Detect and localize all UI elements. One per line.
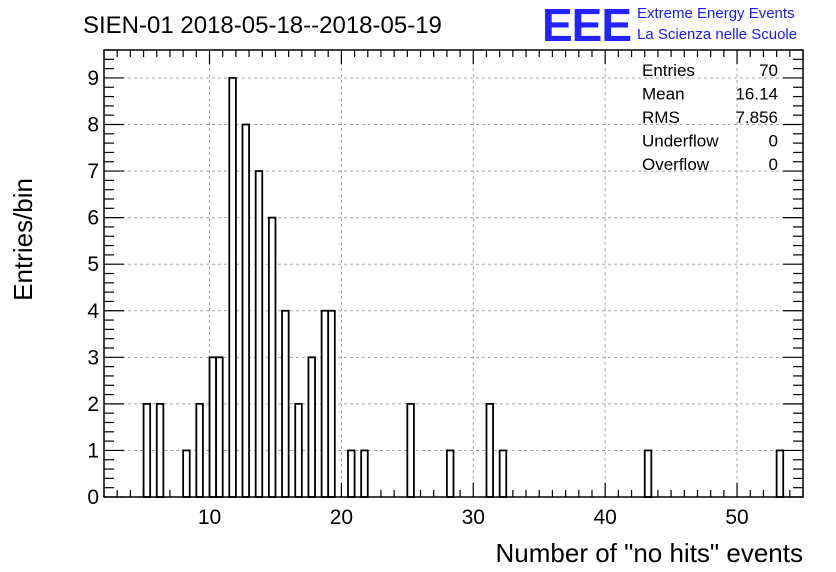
stat-label: Mean	[642, 85, 685, 104]
y-tick-label: 7	[87, 160, 99, 183]
histogram-bar	[267, 216, 277, 498]
y-tick-label: 8	[87, 114, 99, 137]
tick-labels: 10 20 30 40 50 0 1 2 3 4 5 6 7 8 9	[87, 67, 748, 529]
eee-logo: EEE Extreme Energy Events La Scienza nel…	[542, 0, 797, 51]
stat-value: 0	[769, 155, 778, 174]
histogram-bar	[320, 309, 330, 498]
y-tick-label: 4	[87, 300, 99, 323]
histogram-bar	[182, 449, 191, 498]
x-tick-label: 40	[593, 506, 616, 529]
y-tick-label: 5	[87, 253, 99, 276]
x-axis-label: Number of "no hits" events	[496, 538, 804, 568]
x-tick-label: 10	[198, 506, 221, 529]
stat-label: Overflow	[642, 155, 710, 174]
histogram-bar	[208, 356, 218, 498]
x-tick-label: 50	[725, 506, 748, 529]
histogram-bar	[327, 309, 336, 498]
histogram-bar	[254, 170, 264, 498]
stat-label: RMS	[642, 108, 680, 127]
histogram-bar	[241, 123, 250, 498]
stats-box: Entries 70 Mean 16.14 RMS 7.856 Underflow 0 Over…	[642, 61, 778, 174]
histogram-bar	[446, 449, 455, 498]
y-tick-label: 1	[87, 439, 99, 462]
y-tick-label: 0	[87, 486, 99, 509]
histogram-bar	[195, 402, 204, 498]
stat-value: 70	[759, 61, 778, 80]
histogram-bar	[281, 309, 290, 498]
histogram-bar	[485, 402, 494, 498]
stat-value: 16.14	[735, 85, 778, 104]
histogram-bar	[775, 449, 785, 498]
stat-label: Entries	[642, 61, 695, 80]
y-tick-label: 2	[87, 393, 99, 416]
eee-logo-line2: La Scienza nelle Scuole	[637, 26, 797, 43]
histogram-bar	[643, 449, 653, 498]
y-tick-label: 3	[87, 346, 99, 369]
histogram-bar	[307, 356, 316, 498]
stat-value: 0	[769, 132, 778, 151]
histogram-bar	[155, 402, 165, 498]
stat-value: 7.856	[735, 108, 778, 127]
y-tick-label: 9	[87, 67, 99, 90]
histogram-bar	[142, 402, 152, 498]
histogram-bar	[294, 402, 303, 498]
y-tick-label: 6	[87, 207, 99, 230]
histogram-bar	[360, 449, 369, 498]
histogram-bar	[406, 402, 415, 498]
histogram-bar	[347, 449, 356, 498]
y-axis-label: Entries/bin	[8, 178, 38, 301]
eee-logo-line1: Extreme Energy Events	[637, 5, 795, 22]
chart-title: SIEN-01 2018-05-18--2018-05-19	[83, 12, 442, 39]
axis-ticks	[103, 49, 804, 498]
histogram-bar	[228, 77, 237, 498]
histogram-bar	[498, 449, 508, 498]
stat-label: Underflow	[642, 132, 719, 151]
x-tick-label: 30	[462, 506, 485, 529]
eee-logo-mark: EEE	[542, 0, 631, 51]
histogram-bar	[215, 356, 224, 498]
x-tick-label: 20	[330, 506, 353, 529]
